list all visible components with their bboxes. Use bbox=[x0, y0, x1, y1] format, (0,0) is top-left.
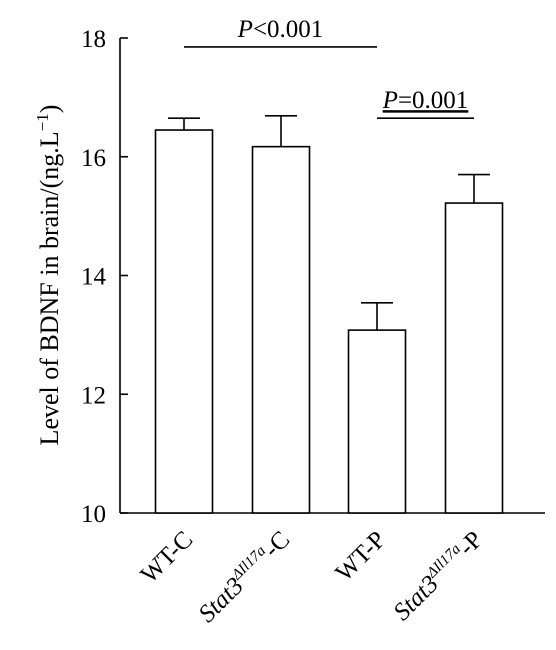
x-tick-label-main: WT-C bbox=[136, 526, 199, 589]
significance-p-symbol: P bbox=[237, 16, 253, 43]
significance-p-symbol: P bbox=[382, 87, 398, 114]
y-tick-label: 10 bbox=[81, 501, 106, 528]
x-tick-label: Stat3ΔIl17a-P bbox=[388, 525, 488, 625]
y-axis-label: Level of BDNF in brain/(ng.L−1) bbox=[33, 105, 64, 446]
bars bbox=[154, 114, 504, 514]
y-tick-label: 14 bbox=[81, 264, 107, 291]
significance-label: P<0.001 bbox=[237, 16, 324, 43]
x-tick-label: Stat3ΔIl17a-C bbox=[193, 525, 295, 627]
significance-label: P=0.001 bbox=[382, 87, 469, 114]
x-tick-label: WT-P bbox=[331, 526, 392, 587]
x-tick-label: WT-C bbox=[136, 526, 199, 589]
significance-p-value: =0.001 bbox=[398, 87, 468, 114]
significance-p-value: <0.001 bbox=[253, 16, 323, 43]
y-axis-label-sup: −1 bbox=[33, 113, 52, 131]
bar bbox=[347, 329, 407, 514]
y-tick-label: 18 bbox=[81, 26, 106, 53]
bar bbox=[154, 129, 214, 514]
bar bbox=[444, 202, 504, 514]
x-tick-label-main: WT-P bbox=[331, 526, 392, 587]
y-axis-label-close: ) bbox=[35, 105, 64, 114]
y-tick-label: 12 bbox=[81, 382, 106, 409]
y-axis-label-main: Level of BDNF in brain/(ng.L bbox=[35, 131, 64, 445]
bar bbox=[251, 145, 311, 514]
y-tick-label: 16 bbox=[81, 145, 106, 172]
